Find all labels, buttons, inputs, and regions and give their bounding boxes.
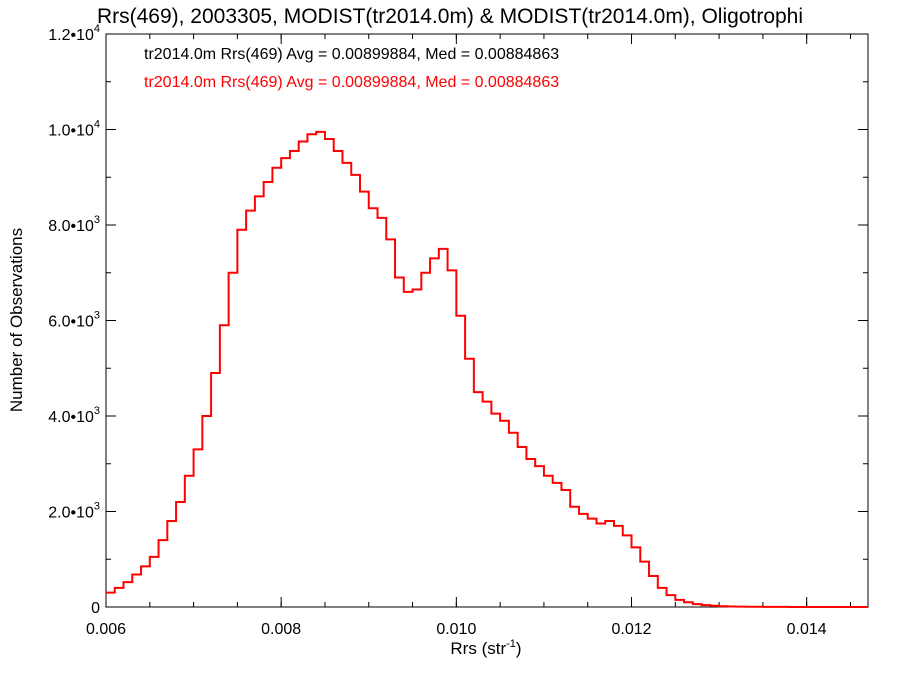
series-histogram-line [106,130,868,608]
y-tick-label-1: 2.0•103 [48,501,100,522]
y-tick-label-0: 0 [91,600,100,617]
x-axis: 0.006 0.008 0.010 0.012 0.014 [86,34,851,638]
y-tick-label-5: 1.0•104 [48,119,100,140]
annotations: tr2014.0m Rrs(469) Avg = 0.00899884, Med… [144,46,559,91]
y-axis: 0 2.0•103 4.0•103 6.0•103 8.0•103 1.0•104 1.2•… [48,23,868,617]
y-tick-label-6: 1.2•104 [48,23,100,44]
y-axis-label: Number of Observations [7,228,26,412]
x-tick-label-3: 0.012 [611,621,651,638]
x-tick-label-0: 0.006 [86,621,126,638]
y-tick-label-4: 8.0•103 [48,214,100,235]
x-tick-label-4: 0.014 [787,621,827,638]
chart-title: Rrs(469), 2003305, MODIST(tr2014.0m) & M… [97,5,803,28]
y-tick-label-3: 6.0•103 [48,310,100,331]
x-tick-label-1: 0.008 [261,621,301,638]
plot-frame [105,33,869,608]
x-axis-label: Rrs (str-1) [450,638,521,658]
x-tick-label-2: 0.010 [436,621,476,638]
annotation-1: tr2014.0m Rrs(469) Avg = 0.00899884, Med… [144,74,559,91]
y-tick-label-2: 4.0•103 [48,405,100,426]
annotation-0: tr2014.0m Rrs(469) Avg = 0.00899884, Med… [144,46,559,63]
